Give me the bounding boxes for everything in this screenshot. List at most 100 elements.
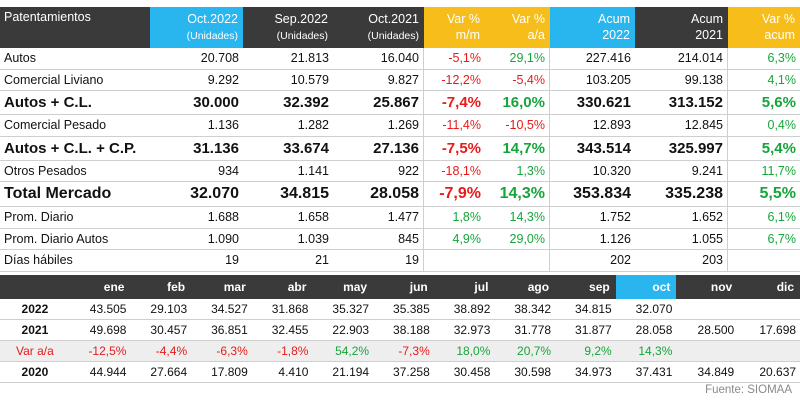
cell-c1: 30.000 [193,94,239,111]
header-label: Var % [761,11,795,26]
monthly-row-label: Var a/a [16,344,54,358]
cell-c7: 1.652 [635,207,728,228]
cell-c6: 202 [610,253,631,268]
monthly-cell: 30.458 [453,365,491,379]
cell-c4: -7,4% [441,94,481,111]
monthly-cell: 35.327 [332,302,370,316]
monthly-cell: 54,2% [335,344,370,358]
cell-c5: 29,1% [485,48,550,69]
row-label: Días hábiles [4,253,73,268]
header-sublabel: m/m [455,27,480,42]
monthly-cell: 37.258 [393,365,430,379]
cell-c3: 16.040 [333,48,424,69]
cell-c5: 14,3% [485,207,550,228]
cell-c6: 343.514 [576,139,631,157]
table-row: Prom. Diario Autos 1.090 1.039 845 4,9% 29,0%… [0,228,800,250]
monthly-cell: 27.664 [150,365,188,379]
cell-c1: 31.136 [193,139,239,157]
cell-c2: 33.674 [283,139,329,157]
patentamientos-table: Patentamientos Oct.2022 (Unidades) Sep.2… [0,7,800,272]
cell-c8: 6,1% [767,210,797,225]
cell-c6: 1.752 [599,210,631,225]
cell-c8: 0,4% [767,118,797,133]
monthly-cell: 31.868 [271,302,309,316]
table-row: Autos 20.708 21.813 16.040 -5,1% 29,1% 227.416… [0,48,800,70]
table-header: Patentamientos Oct.2022 (Unidades) Sep.2… [0,7,800,48]
monthly-cell: 21.194 [332,365,370,379]
header-sublabel: 2022 [602,27,630,42]
cell-c1: 1.688 [207,210,239,225]
monthly-cell: 32.455 [271,323,309,337]
monthly-cell: 14,3% [638,344,673,358]
cell-c5: 29,0% [485,228,550,249]
monthly-cell: -6,3% [216,344,248,358]
cell-c3: 27.136 [333,136,424,160]
row-label: Autos + C.L. + C.P. [4,139,137,157]
header-acum-2022: Acum 2022 [550,7,635,48]
cell-c3: 25.867 [333,91,424,114]
table-row: Comercial Pesado 1.136 1.282 1.269 -11,4% -10… [0,115,800,137]
cell-c7: 12.845 [635,115,728,136]
monthly-row-label: 2020 [21,365,49,379]
header-sublabel: acum [764,27,795,42]
monthly-cell: 32.973 [453,323,491,337]
monthly-cell [676,299,738,319]
cell-c6: 227.416 [585,51,631,66]
monthly-cell: 37.431 [635,365,673,379]
header-oct-2021: Oct.2021 (Unidades) [333,7,424,48]
row-label: Comercial Pesado [4,118,107,133]
monthly-cell: 43.505 [89,302,127,316]
cell-c2: 21.813 [290,51,329,66]
row-label: Comercial Liviano [4,72,104,87]
cell-c6: 10.320 [592,163,631,178]
month-header-may: may [343,280,368,294]
cell-c1: 9.292 [207,72,239,87]
cell-c5: 14,3% [485,182,550,206]
cell-c2: 1.039 [297,231,329,246]
row-label: Prom. Diario [4,210,74,225]
monthly-row-label: 2021 [21,323,49,337]
cell-c3: 845 [333,228,424,249]
header-sublabel: a/a [527,27,545,42]
cell-c4: 1,8% [452,210,482,225]
month-header-ago: ago [527,280,550,294]
cell-c4: 4,9% [452,231,482,246]
monthly-cell: 18,0% [456,344,491,358]
table-row: Otros Pesados 934 1.141 922 -18,1% 1,3% 10.320… [0,160,800,182]
monthly-cell: -12,5% [88,344,127,358]
monthly-cell: 38.342 [514,302,552,316]
cell-c8: 4,1% [767,72,797,87]
month-header-jun: jun [409,280,428,294]
cell-c7: 325.997 [635,136,728,160]
header-var-aa: Var % a/a [485,7,550,48]
cell-c3: 922 [333,160,424,181]
cell-c1: 20.708 [200,51,239,66]
cell-c8 [728,250,800,271]
row-label: Total Mercado [4,185,112,202]
month-header-nov: nov [710,280,733,294]
row-label: Autos + C.L. [4,94,92,111]
cell-c7: 214.014 [635,48,728,69]
month-header-feb: feb [167,280,186,294]
cell-c3: 28.058 [333,182,424,206]
monthly-cell: 35.385 [393,302,430,316]
cell-c1: 1.136 [207,118,239,133]
table-row: Comercial Liviano 9.292 10.579 9.827 -12,2% -… [0,69,800,91]
monthly-table: ene feb mar abr may jun jul ago sep oct nov dic 202… [0,275,800,383]
monthly-row: Var a/a -12,5% -4,4% -6,3% -1,8% 54,2% -7,3% 18… [0,341,800,362]
monthly-cell: 22.903 [332,323,370,337]
monthly-header-corner [0,275,70,299]
cell-c2: 10.579 [290,72,329,87]
cell-c5 [485,250,550,271]
month-header-sep: sep [589,280,610,294]
cell-c8: 6,3% [767,51,797,66]
monthly-cell: 49.698 [89,323,127,337]
header-sublabel: (Unidades) [186,30,238,43]
monthly-cell: 28.500 [697,323,735,337]
monthly-cell: 34.815 [575,302,612,316]
monthly-cell: 28.058 [635,323,673,337]
header-oct-2022: Oct.2022 (Unidades) [150,7,243,48]
row-label: Autos [4,51,36,66]
month-header-dic: dic [776,280,795,294]
row-label: Prom. Diario Autos [4,231,109,246]
